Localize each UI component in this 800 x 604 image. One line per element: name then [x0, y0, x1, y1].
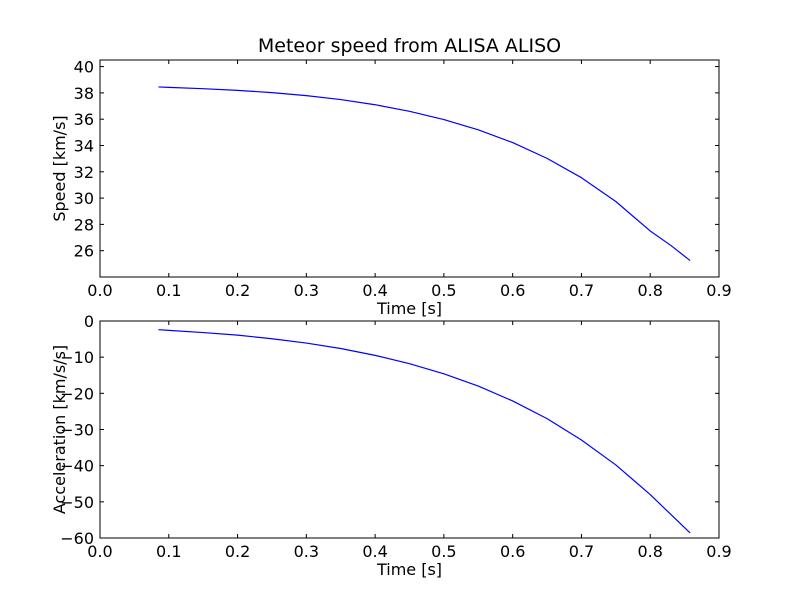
speed-x-tick-label: 0.8	[637, 281, 662, 300]
accel-y-tick-label: −40	[60, 457, 94, 476]
speed-x-tick-label: 0.7	[569, 281, 594, 300]
speed-x-tick-label: 0.9	[706, 281, 731, 300]
speed-y-tick-label: 26	[74, 242, 94, 261]
accel-y-tick-label: 0	[84, 312, 94, 331]
accel-y-tick-label: −10	[60, 348, 94, 367]
accel-x-tick-label: 0.6	[500, 542, 525, 561]
speed-y-tick-label: 34	[74, 136, 94, 155]
accel-y-tick-label: −50	[60, 493, 94, 512]
speed-x-tick-label: 0.0	[87, 281, 112, 300]
speed-x-tick-label: 0.5	[431, 281, 456, 300]
speed-x-tick-label: 0.6	[500, 281, 525, 300]
accel-x-tick-label: 0.2	[225, 542, 250, 561]
accel-x-tick-label: 0.3	[294, 542, 319, 561]
accel-y-tick-label: −30	[60, 421, 94, 440]
speed-y-tick-label: 32	[74, 163, 94, 182]
accel-y-tick-label: −60	[60, 529, 94, 548]
speed-y-tick-label: 30	[74, 189, 94, 208]
accel-series-line	[158, 329, 691, 534]
speed-y-tick-label: 36	[74, 110, 94, 129]
speed-y-tick-label: 38	[74, 84, 94, 103]
accel-x-tick-label: 0.4	[362, 542, 387, 561]
accel-x-tick-label: 0.9	[706, 542, 731, 561]
accel-x-tick-label: 0.1	[156, 542, 181, 561]
speed-x-tick-label: 0.4	[362, 281, 387, 300]
accel-x-tick-label: 0.7	[569, 542, 594, 561]
accel-x-axis-label: Time [s]	[376, 560, 442, 579]
speed-axes-frame	[99, 59, 720, 278]
chart-title: Meteor speed from ALISA ALISO	[258, 35, 561, 57]
speed-y-axis-label: Speed [km/s]	[50, 115, 69, 221]
speed-x-tick-label: 0.2	[225, 281, 250, 300]
speed-x-tick-label: 0.1	[156, 281, 181, 300]
accel-x-tick-label: 0.8	[637, 542, 662, 561]
accel-y-tick-label: −20	[60, 384, 94, 403]
speed-series-line	[158, 86, 691, 262]
accel-x-tick-label: 0.0	[87, 542, 112, 561]
accel-y-axis-label: Acceleration [km/s/s]	[50, 345, 69, 514]
speed-y-tick-label: 28	[74, 215, 94, 234]
speed-x-axis-label: Time [s]	[376, 299, 442, 318]
speed-x-tick-label: 0.3	[294, 281, 319, 300]
accel-x-tick-label: 0.5	[431, 542, 456, 561]
speed-y-tick-label: 40	[74, 58, 94, 77]
